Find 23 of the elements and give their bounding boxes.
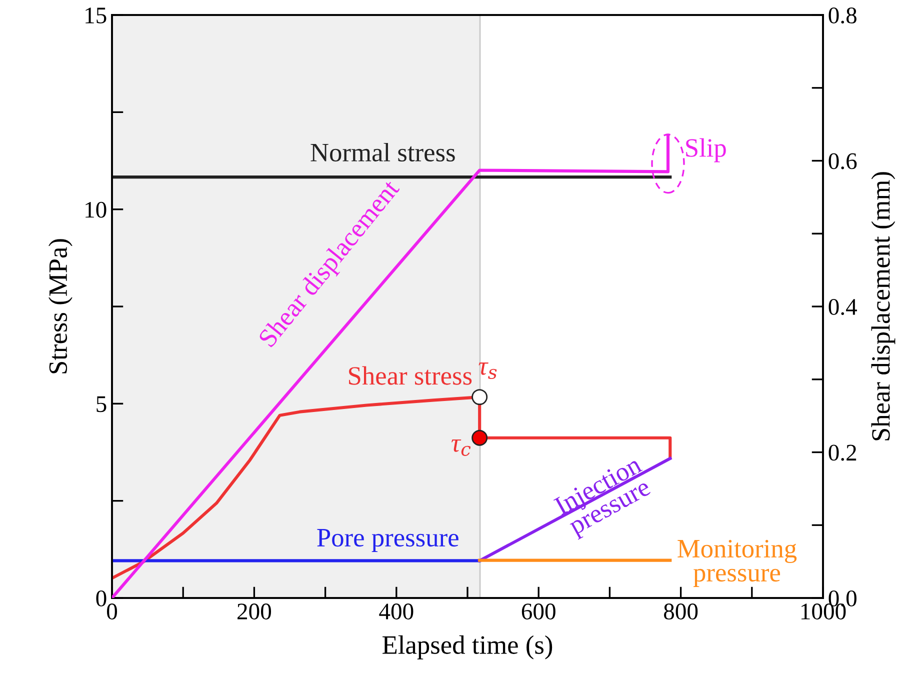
x-tick-label: 400 <box>379 604 414 620</box>
y2-axis-title: Shear displacement (mm) <box>871 172 896 440</box>
x-tick-label: 0 <box>106 604 118 620</box>
x-axis-title: Elapsed time (s) <box>382 635 552 660</box>
annotation: Slip <box>686 138 726 162</box>
y2-tick-label: 0.4 <box>828 298 858 316</box>
annotation: τ$_{c}$ <box>452 439 471 456</box>
annotation: Normal stress <box>310 142 455 162</box>
y-tick-label: 0 <box>96 590 106 606</box>
x-tick-label: 800 <box>664 604 698 620</box>
y-tick-label: 5 <box>96 396 106 412</box>
y2-tick-label: 0.6 <box>828 153 857 170</box>
annotation: Shear stress <box>349 366 472 385</box>
y2-tick-label: 0.2 <box>828 444 856 461</box>
x-tick-label: 600 <box>522 604 556 620</box>
x-tick-label: 200 <box>238 604 272 620</box>
annotation: τ$_{s}$ <box>478 362 497 379</box>
y-tick-label: 15 <box>86 8 106 24</box>
annotation: Pore pressure <box>317 529 458 552</box>
y-tick-label: 10 <box>86 202 106 218</box>
y2-tick-label: 0.8 <box>828 7 856 24</box>
y-axis-title: Stress (MPa) <box>48 239 72 374</box>
annotation: Monitoring pressure <box>678 540 797 587</box>
